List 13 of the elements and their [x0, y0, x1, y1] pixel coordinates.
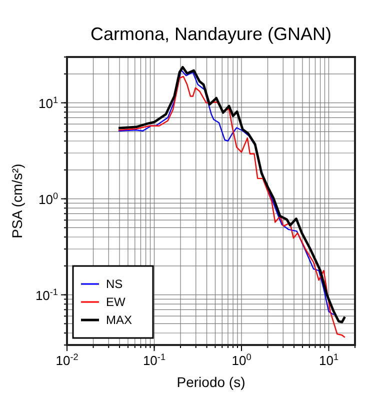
y-tick-label: 10$^{0}$ — [38, 190, 58, 207]
chart-title: Carmona, Nandayure (GNAN) — [90, 24, 332, 44]
x-tick-label: 10$^{-2}$ — [56, 352, 78, 368]
y-tick-label: 10$^{-1}$ — [35, 286, 58, 303]
y-tick-label: 10$^{1}$ — [38, 94, 58, 111]
legend-label: MAX — [106, 313, 132, 327]
x-tick-label: 10$^{1}$ — [318, 352, 338, 368]
legend-label: EW — [106, 295, 126, 309]
x-tick-label: 10$^{-1}$ — [142, 352, 166, 368]
x-axis-title: Periodo (s) — [176, 374, 246, 390]
legend-label: NS — [106, 277, 123, 291]
y-axis-title: PSA (cm/s²) — [9, 164, 25, 238]
x-tick-label: 10$^{0}$ — [232, 352, 252, 368]
